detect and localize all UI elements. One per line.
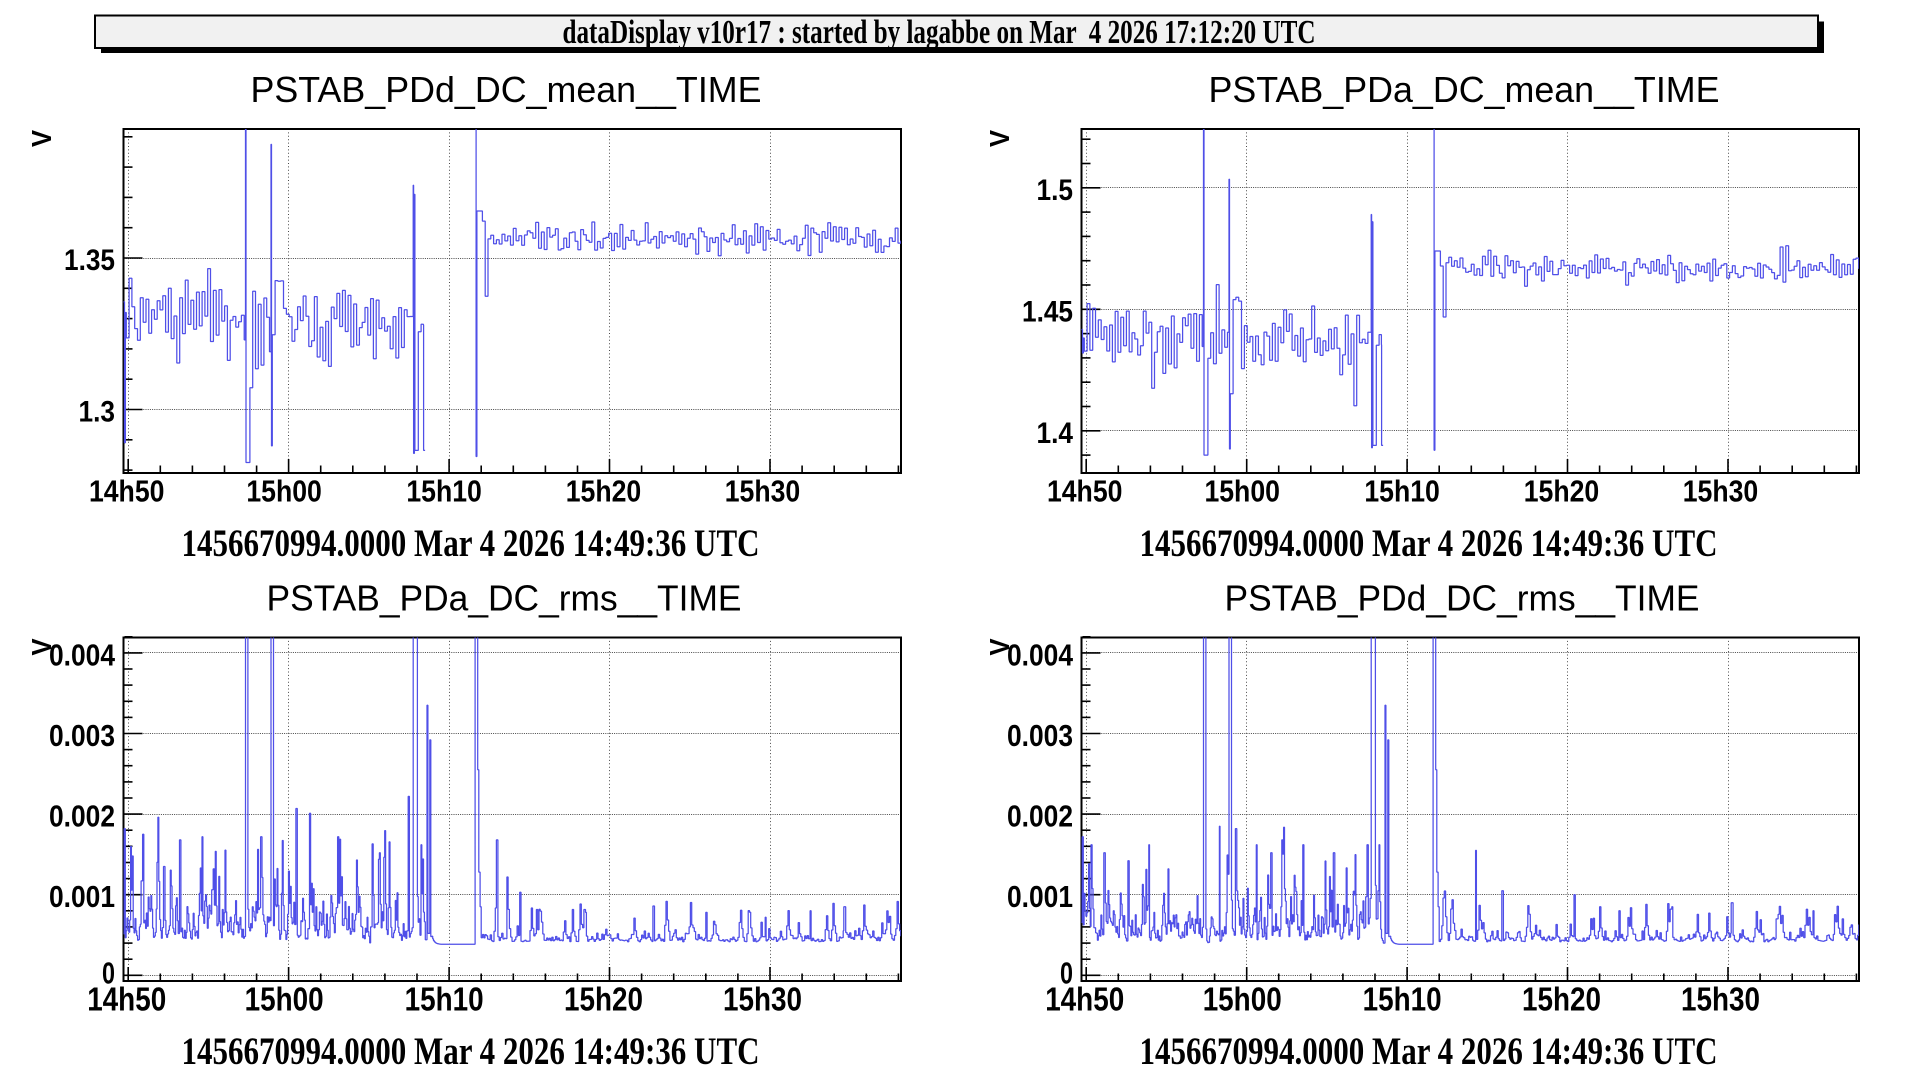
svg-text:15h10: 15h10 <box>405 981 484 1018</box>
svg-text:15h10: 15h10 <box>1363 981 1442 1018</box>
svg-text:15h20: 15h20 <box>1522 981 1601 1018</box>
svg-text:15h30: 15h30 <box>723 981 802 1018</box>
svg-text:V: V <box>984 130 1015 147</box>
svg-text:1456670994.0000 Mar 4 2026 14:: 1456670994.0000 Mar 4 2026 14:49:36 UTC <box>182 1030 760 1073</box>
svg-text:14h50: 14h50 <box>89 474 165 509</box>
svg-text:15h20: 15h20 <box>1524 474 1600 509</box>
svg-text:15h00: 15h00 <box>245 981 324 1018</box>
svg-text:0.001: 0.001 <box>49 879 115 914</box>
svg-text:14h50: 14h50 <box>1045 981 1124 1018</box>
svg-text:0: 0 <box>102 956 115 991</box>
svg-text:0.003: 0.003 <box>1007 718 1073 753</box>
svg-text:V: V <box>984 638 1015 655</box>
svg-text:1.3: 1.3 <box>79 396 116 429</box>
svg-text:V: V <box>26 130 57 147</box>
svg-text:0.002: 0.002 <box>1007 799 1073 834</box>
svg-text:0.004: 0.004 <box>49 637 116 672</box>
svg-text:15h20: 15h20 <box>564 981 643 1018</box>
svg-text:15h00: 15h00 <box>1203 981 1282 1018</box>
svg-text:dataDisplay v10r17 : started b: dataDisplay v10r17 : started by lagabbe … <box>563 14 1316 51</box>
svg-text:0.004: 0.004 <box>1007 637 1074 672</box>
svg-text:15h10: 15h10 <box>1364 474 1440 509</box>
svg-text:14h50: 14h50 <box>1047 474 1123 509</box>
svg-text:0.001: 0.001 <box>1007 879 1073 914</box>
svg-text:PSTAB_PDd_DC_rms__TIME: PSTAB_PDd_DC_rms__TIME <box>1225 578 1700 619</box>
svg-text:14h50: 14h50 <box>87 981 166 1018</box>
svg-text:15h30: 15h30 <box>725 474 801 509</box>
svg-text:V: V <box>26 638 57 655</box>
svg-text:0: 0 <box>1060 956 1073 991</box>
svg-text:15h30: 15h30 <box>1681 981 1760 1018</box>
svg-text:1456670994.0000 Mar 4 2026 14:: 1456670994.0000 Mar 4 2026 14:49:36 UTC <box>1140 1030 1718 1073</box>
svg-text:1456670994.0000 Mar 4 2026 14:: 1456670994.0000 Mar 4 2026 14:49:36 UTC <box>182 522 760 565</box>
svg-text:0.003: 0.003 <box>49 718 115 753</box>
svg-text:1456670994.0000 Mar 4 2026 14:: 1456670994.0000 Mar 4 2026 14:49:36 UTC <box>1140 522 1718 565</box>
svg-text:15h00: 15h00 <box>246 474 322 509</box>
svg-text:15h00: 15h00 <box>1204 474 1280 509</box>
svg-text:15h20: 15h20 <box>566 474 642 509</box>
svg-text:1.4: 1.4 <box>1037 417 1074 450</box>
svg-text:PSTAB_PDd_DC_mean__TIME: PSTAB_PDd_DC_mean__TIME <box>251 69 762 110</box>
svg-text:PSTAB_PDa_DC_mean__TIME: PSTAB_PDa_DC_mean__TIME <box>1209 69 1720 110</box>
svg-text:15h10: 15h10 <box>406 474 482 509</box>
svg-text:1.45: 1.45 <box>1022 295 1073 328</box>
svg-text:PSTAB_PDa_DC_rms__TIME: PSTAB_PDa_DC_rms__TIME <box>267 578 742 619</box>
svg-text:1.5: 1.5 <box>1037 174 1074 207</box>
svg-text:1.35: 1.35 <box>64 244 115 277</box>
svg-text:0.002: 0.002 <box>49 799 115 834</box>
svg-text:15h30: 15h30 <box>1683 474 1759 509</box>
